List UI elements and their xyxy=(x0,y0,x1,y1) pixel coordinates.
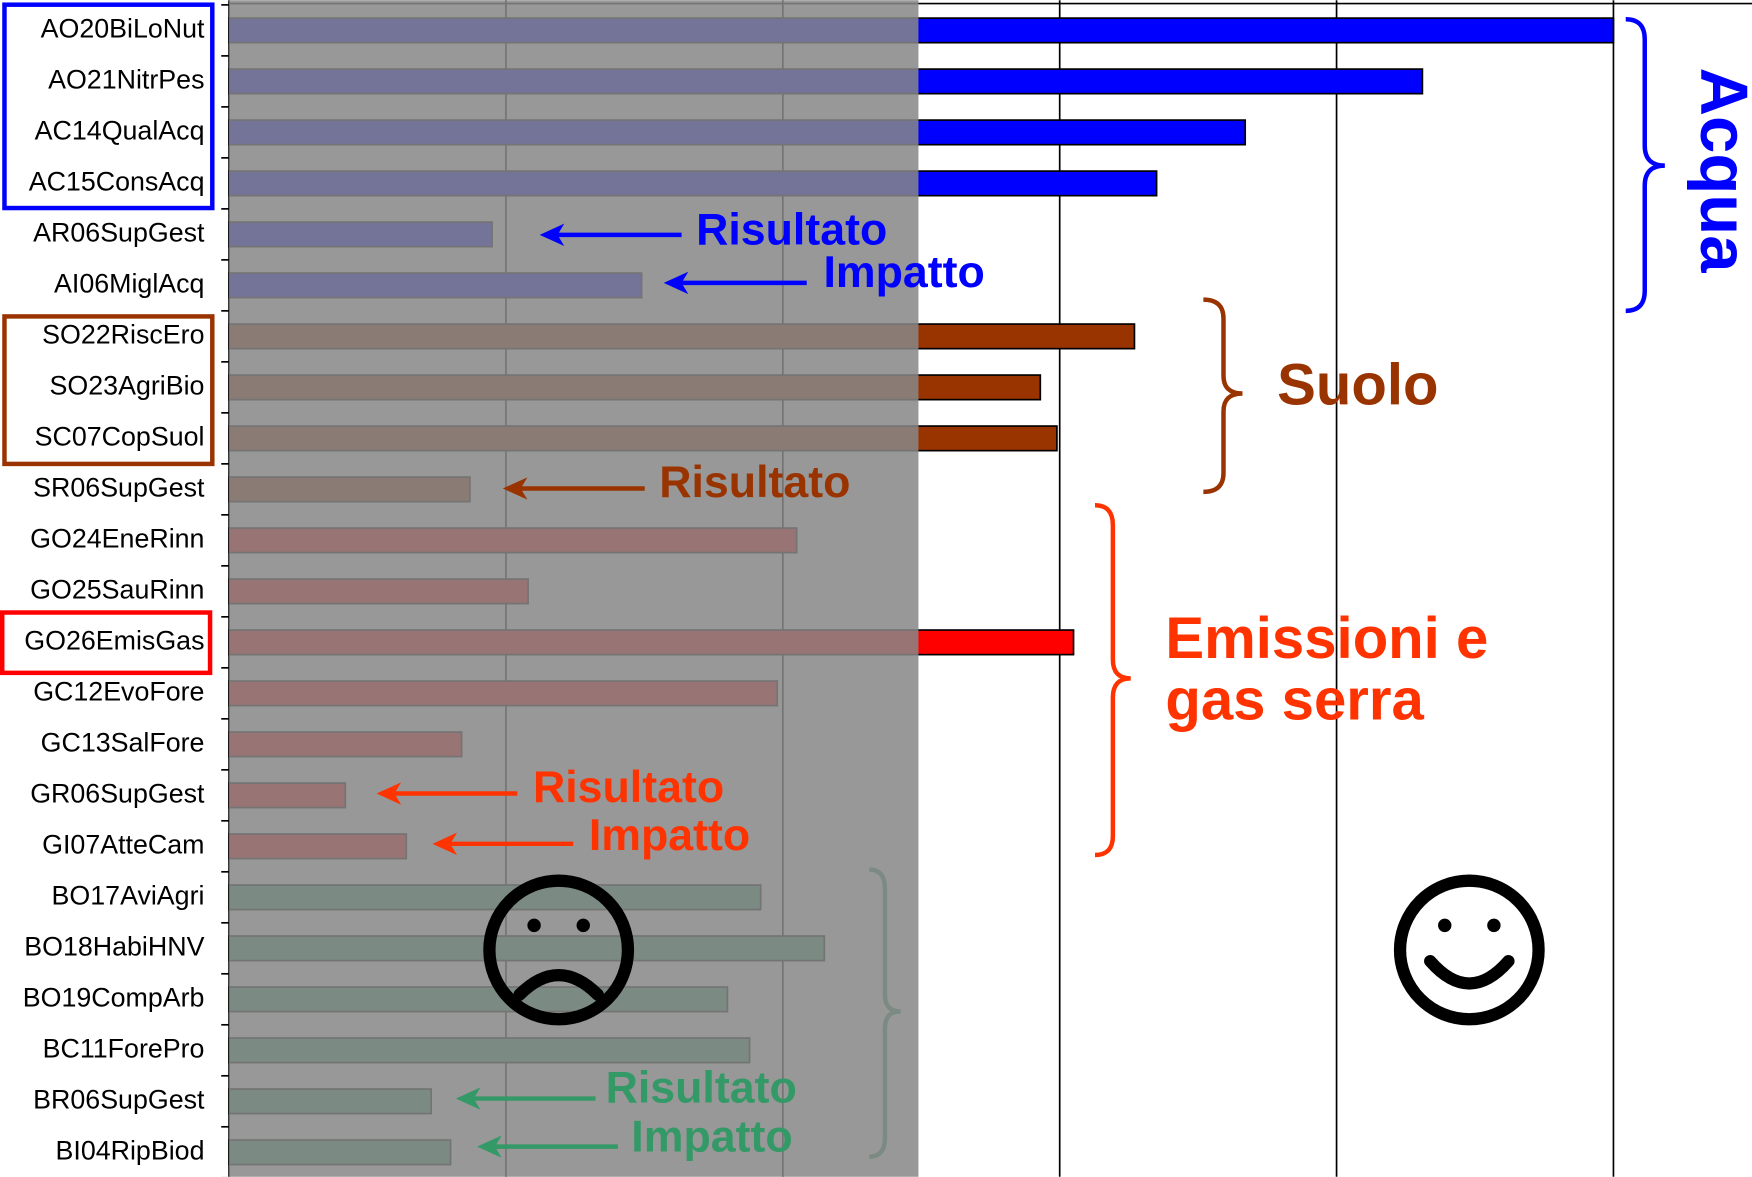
shade-overlay xyxy=(229,0,919,1177)
arrow-head xyxy=(539,223,565,247)
annotation: Risultato xyxy=(533,763,724,812)
y-tick-label: AI06MiglAcq xyxy=(54,268,204,298)
y-tick-label: GC12EvoFore xyxy=(33,676,204,706)
y-tick-label: SO22RiscEro xyxy=(42,319,204,349)
y-tick-label: BO19CompArb xyxy=(23,982,205,1012)
y-tick-label: GC13SalFore xyxy=(41,727,205,757)
arrow-head xyxy=(376,782,402,805)
y-tick-label: BO17AviAgri xyxy=(52,880,205,910)
annotation: Risultato xyxy=(659,458,850,507)
y-tick-label: SR06SupGest xyxy=(33,472,205,502)
y-tick-label: AO20BiLoNut xyxy=(41,13,205,43)
annotation-layer: AO20BiLoNut AO21NitrPes AC14QualAcq AC15Con… xyxy=(23,13,1752,1165)
arrow-head xyxy=(477,1135,502,1158)
brace xyxy=(1625,16,1665,314)
y-tick-label: GI07AtteCam xyxy=(42,829,204,859)
group-label: gas serra xyxy=(1165,667,1424,732)
annotation: Impatto xyxy=(823,248,984,297)
annotation: Impatto xyxy=(589,811,750,860)
y-tick-label: AO21NitrPes xyxy=(48,64,204,94)
y-tick-label: GO26EmisGas xyxy=(24,625,204,655)
y-tick-label: BC11ForePro xyxy=(43,1033,205,1063)
annotation: Impatto xyxy=(631,1113,792,1162)
y-tick-label: AC15ConsAcq xyxy=(29,166,205,196)
sad-face xyxy=(483,874,635,1026)
annotation: Risultato xyxy=(696,205,887,254)
annotation: Risultato xyxy=(606,1064,797,1113)
y-tick-label: GO25SauRinn xyxy=(30,574,204,604)
group-label: Emissioni e xyxy=(1165,606,1488,671)
brace xyxy=(1094,503,1131,858)
y-tick-label: BR06SupGest xyxy=(33,1084,205,1114)
brace xyxy=(1203,297,1243,495)
y-tick-label: BO18HabiHNV xyxy=(24,931,204,961)
y-tick-label: AC14QualAcq xyxy=(35,115,205,145)
group-label: Acqua xyxy=(1686,68,1752,274)
highlight-box xyxy=(2,314,215,467)
arrow-head xyxy=(502,477,528,500)
arrow-head xyxy=(432,832,457,855)
arrow-head xyxy=(455,1087,481,1110)
y-tick-label: BI04RipBiod xyxy=(56,1135,205,1165)
y-tick-label: SC07CopSuol xyxy=(35,421,205,451)
group-label: Suolo xyxy=(1277,352,1438,417)
y-tick-label: AR06SupGest xyxy=(33,217,205,247)
highlight-box xyxy=(2,2,215,211)
arrow-head xyxy=(663,271,689,295)
y-tick-label: GR06SupGest xyxy=(30,778,205,808)
highlight-box xyxy=(0,610,213,676)
y-tick-label: GO24EneRinn xyxy=(30,523,204,553)
happy-face xyxy=(1393,874,1545,1026)
y-tick-label: SO23AgriBio xyxy=(50,370,205,400)
